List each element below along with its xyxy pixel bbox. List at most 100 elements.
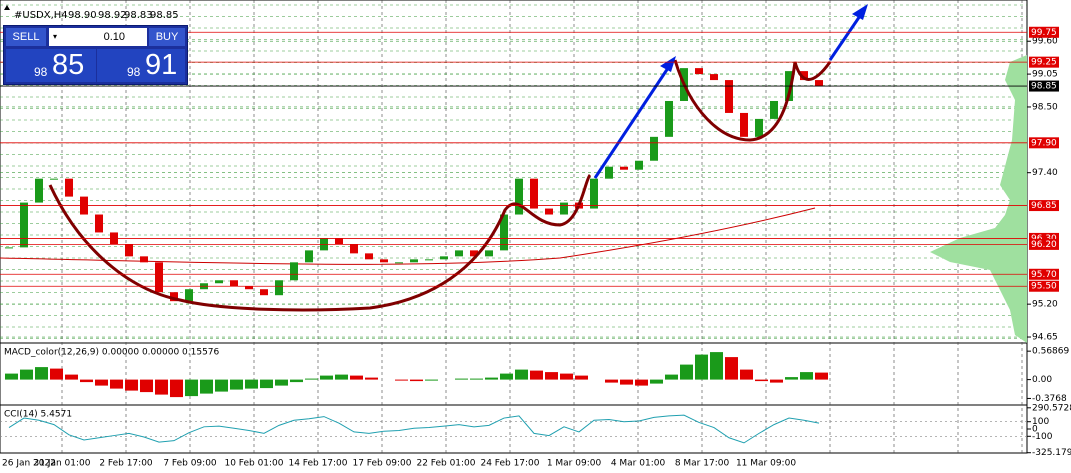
y-tick-label: 290.5728 [1032, 403, 1071, 413]
lot-input[interactable]: ▾ 0.10 [49, 28, 147, 46]
x-tick-label: 2 Feb 17:00 [99, 459, 153, 469]
macd-bar [560, 373, 573, 380]
candle-body [395, 262, 403, 264]
y-tick-label: 97.40 [1032, 168, 1058, 178]
candle-body [755, 118, 763, 137]
candle-body [455, 250, 463, 257]
x-tick-label: 22 Feb 01:00 [416, 459, 475, 469]
macd-bar [410, 379, 423, 382]
candle-body [275, 280, 283, 296]
buy-price[interactable]: 98 91 [97, 49, 185, 82]
candle-body [95, 214, 103, 233]
candle-body [620, 166, 628, 170]
sell-button[interactable]: SELL [6, 28, 46, 46]
macd-title: MACD_color(12,26,9) 0.00000 0.00000 0.15… [4, 348, 220, 358]
level-box [1029, 56, 1059, 68]
macd-bar [35, 367, 48, 380]
macd-bar [485, 377, 498, 380]
macd-bar [455, 378, 468, 380]
moving-average [0, 207, 816, 265]
candle-body [590, 178, 598, 209]
y-tick-label: 99.05 [1032, 70, 1058, 80]
candle-body [245, 286, 253, 290]
macd-bar [50, 368, 63, 380]
volume-profile [930, 55, 1027, 343]
macd-bar [20, 369, 33, 380]
trade-panel: SELL ▾ 0.10 BUY 98 85 98 91 [3, 25, 188, 85]
macd-bar [605, 379, 618, 383]
candle-body [725, 80, 733, 113]
candle-body [770, 100, 778, 119]
candle-body [215, 280, 223, 284]
candle-body [305, 250, 313, 263]
candle-body [365, 253, 373, 260]
level-box [1029, 200, 1059, 212]
macd-bar [815, 372, 828, 380]
macd-bar [740, 369, 753, 380]
candle-body [815, 80, 823, 87]
macd-bar [680, 364, 693, 380]
candle-body [515, 178, 523, 215]
macd-bar [215, 379, 228, 392]
macd-bar [5, 373, 18, 380]
price-small: 91 [145, 49, 178, 81]
ohlc: 98.90 [68, 10, 97, 21]
macd-bar [365, 377, 378, 380]
candle-body [695, 68, 703, 75]
macd-bar [290, 379, 303, 383]
cup-curve [673, 59, 832, 142]
macd-bar [710, 352, 723, 380]
ohlc: 98.85 [150, 10, 179, 21]
price-small: 85 [52, 49, 85, 81]
candle-body [170, 292, 178, 302]
candle-body [35, 178, 43, 203]
y-tick-label: -100 [1032, 432, 1053, 442]
macd-bar [500, 373, 513, 380]
candle-body [335, 238, 343, 245]
macd-bar [545, 372, 558, 380]
candle-body [665, 100, 673, 137]
candle-body [485, 250, 493, 257]
macd-bar [470, 378, 483, 380]
macd-bar [275, 379, 288, 386]
cci-line [8, 414, 820, 444]
candle-body [50, 178, 58, 180]
macd-bar [665, 374, 678, 380]
y-tick-label: 94.65 [1032, 333, 1058, 343]
buy-button[interactable]: BUY [149, 28, 185, 46]
macd-bar [785, 377, 798, 380]
level-box [1029, 137, 1059, 149]
candle-body [545, 208, 553, 215]
macd-bar [575, 375, 588, 380]
x-tick-label: 1 Mar 09:00 [547, 459, 602, 469]
macd-bar [335, 374, 348, 380]
macd-bar [725, 357, 738, 380]
candle-body [260, 289, 268, 296]
macd-bar [635, 379, 648, 386]
trend-arrow [593, 61, 674, 179]
y-tick-label: -0.3768 [1032, 394, 1067, 404]
arrow-head [660, 56, 676, 72]
macd-bar [185, 379, 198, 397]
y-tick-label: 0.56869 [1032, 347, 1069, 357]
macd-bar [155, 379, 168, 395]
candle-body [155, 262, 163, 293]
lot-value: 0.10 [103, 31, 125, 43]
y-tick-label: 100 [1032, 417, 1049, 427]
ohlc: 98.92 [98, 10, 127, 21]
x-tick-label: 24 Feb 17:00 [480, 459, 539, 469]
candle-body [500, 214, 508, 251]
level-box [1029, 268, 1059, 280]
level-label: 95.50 [1031, 282, 1057, 292]
sell-price[interactable]: 98 85 [6, 49, 96, 82]
candle-body [5, 247, 13, 249]
level-label: 96.20 [1031, 240, 1057, 250]
macd-bar [80, 379, 93, 383]
candle-body [425, 259, 433, 261]
macd-bar [245, 379, 258, 389]
macd-bar [350, 375, 363, 380]
macd-bar [695, 354, 708, 380]
macd-bar [800, 372, 813, 380]
